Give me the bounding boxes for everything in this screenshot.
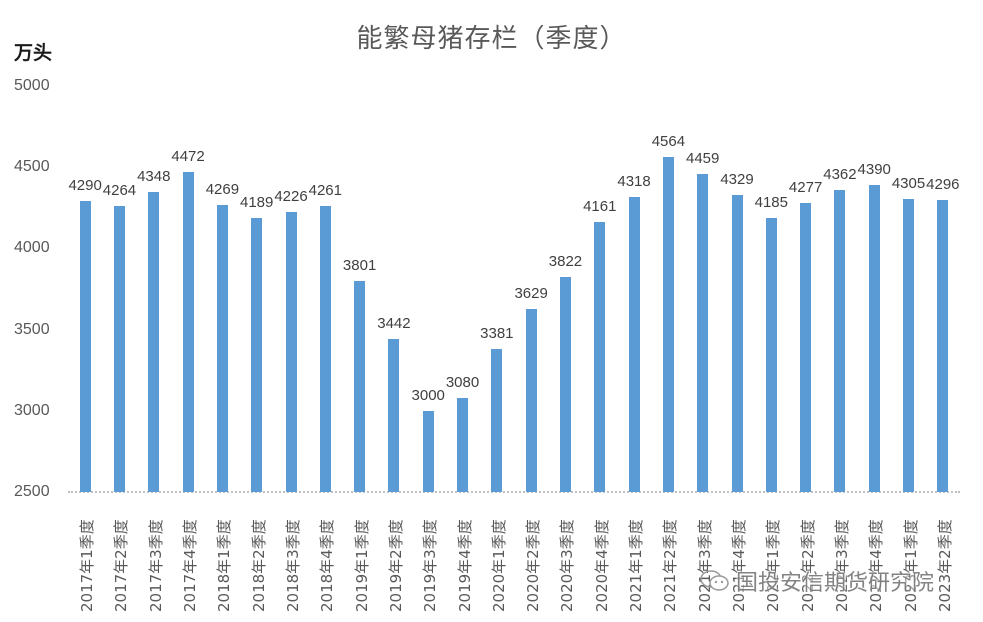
bar	[354, 280, 366, 492]
data-label: 3822	[548, 253, 583, 271]
data-label: 4348	[137, 167, 171, 185]
y-tick-label: 3500	[14, 320, 50, 338]
bar	[765, 218, 777, 492]
x-tick-label: 2020年3季度	[558, 519, 577, 612]
x-tick-label: 2023年2季度	[935, 519, 954, 612]
x-tick-label: 2021年2季度	[661, 519, 680, 612]
bar	[457, 397, 469, 492]
bar	[903, 198, 915, 492]
y-tick-label: 4000	[14, 239, 50, 257]
data-label: 3080	[445, 373, 480, 391]
y-tick-label: 2500	[14, 483, 50, 500]
data-label: 4362	[823, 165, 857, 183]
data-label: 4226	[274, 187, 308, 205]
data-label: 4459	[686, 149, 720, 167]
data-label: 4185	[754, 194, 788, 212]
bar	[525, 308, 537, 492]
data-label: 4161	[583, 198, 617, 216]
data-label: 4329	[720, 170, 754, 188]
bar	[79, 201, 91, 492]
bar	[559, 277, 571, 492]
data-label: 4277	[788, 179, 823, 197]
x-tick-label: 2021年1季度	[627, 519, 646, 612]
bar	[251, 217, 263, 492]
data-label: 4564	[651, 132, 686, 150]
bar	[113, 205, 125, 492]
bar	[491, 348, 503, 492]
x-tick-label: 2017年2季度	[112, 519, 131, 612]
bar	[731, 194, 743, 492]
x-tick-label: 2017年1季度	[78, 519, 97, 612]
x-tick-label: 2018年4季度	[318, 519, 337, 612]
data-label: 3381	[480, 324, 514, 342]
x-tick-label: 2018年3季度	[284, 519, 302, 612]
data-label: 4269	[205, 180, 240, 198]
bar	[285, 211, 297, 492]
wechat-icon	[700, 570, 729, 591]
bar	[148, 191, 160, 492]
bar	[868, 185, 880, 492]
x-tick-label: 2020年2季度	[524, 519, 543, 612]
y-tick-label: 3000	[14, 401, 50, 419]
chart-title: 能繁母猪存栏（季度）	[356, 24, 627, 54]
data-label: 4318	[617, 172, 651, 190]
bar	[662, 156, 674, 492]
x-tick-label: 2020年1季度	[489, 519, 508, 612]
bar	[697, 173, 709, 492]
bar	[937, 200, 949, 492]
data-label: 4189	[240, 193, 274, 211]
x-tick-label: 2019年4季度	[455, 519, 474, 612]
bar	[388, 339, 400, 492]
data-label: 3801	[342, 256, 377, 274]
data-label: 4472	[171, 147, 205, 165]
bar	[594, 222, 606, 492]
data-label: 4296	[926, 176, 960, 194]
bar	[834, 189, 846, 492]
y-tick-label: 4500	[14, 158, 50, 176]
data-label: 3629	[514, 284, 548, 302]
y-axis-unit: 万头	[14, 42, 53, 64]
data-label: 4290	[68, 177, 102, 195]
bar	[628, 196, 640, 492]
y-tick-label: 5000	[14, 77, 50, 94]
bar	[182, 171, 194, 492]
x-tick-label: 2020年4季度	[592, 519, 611, 612]
bar	[800, 203, 812, 492]
data-label: 4305	[891, 174, 926, 192]
bar	[319, 206, 331, 492]
data-label: 4264	[102, 181, 137, 199]
bar	[216, 204, 228, 492]
x-tick-label: 2018年2季度	[249, 519, 268, 612]
x-tick-label: 2019年1季度	[352, 519, 371, 612]
x-tick-label: 2019年3季度	[421, 519, 440, 612]
x-tick-label: 2018年1季度	[215, 519, 234, 612]
data-label: 4261	[308, 182, 342, 199]
data-label: 3000	[411, 386, 445, 404]
watermark: 国投安信期货研究院	[700, 565, 934, 597]
x-tick-label: 2017年4季度	[181, 519, 200, 612]
data-label: 3442	[377, 315, 411, 333]
x-tick-label: 2017年3季度	[146, 519, 165, 612]
x-axis-line	[68, 491, 960, 493]
watermark-text: 国投安信期货研究院	[736, 571, 935, 596]
data-label: 4390	[857, 161, 891, 179]
x-tick-label: 2019年2季度	[386, 519, 405, 612]
bar	[422, 410, 434, 492]
